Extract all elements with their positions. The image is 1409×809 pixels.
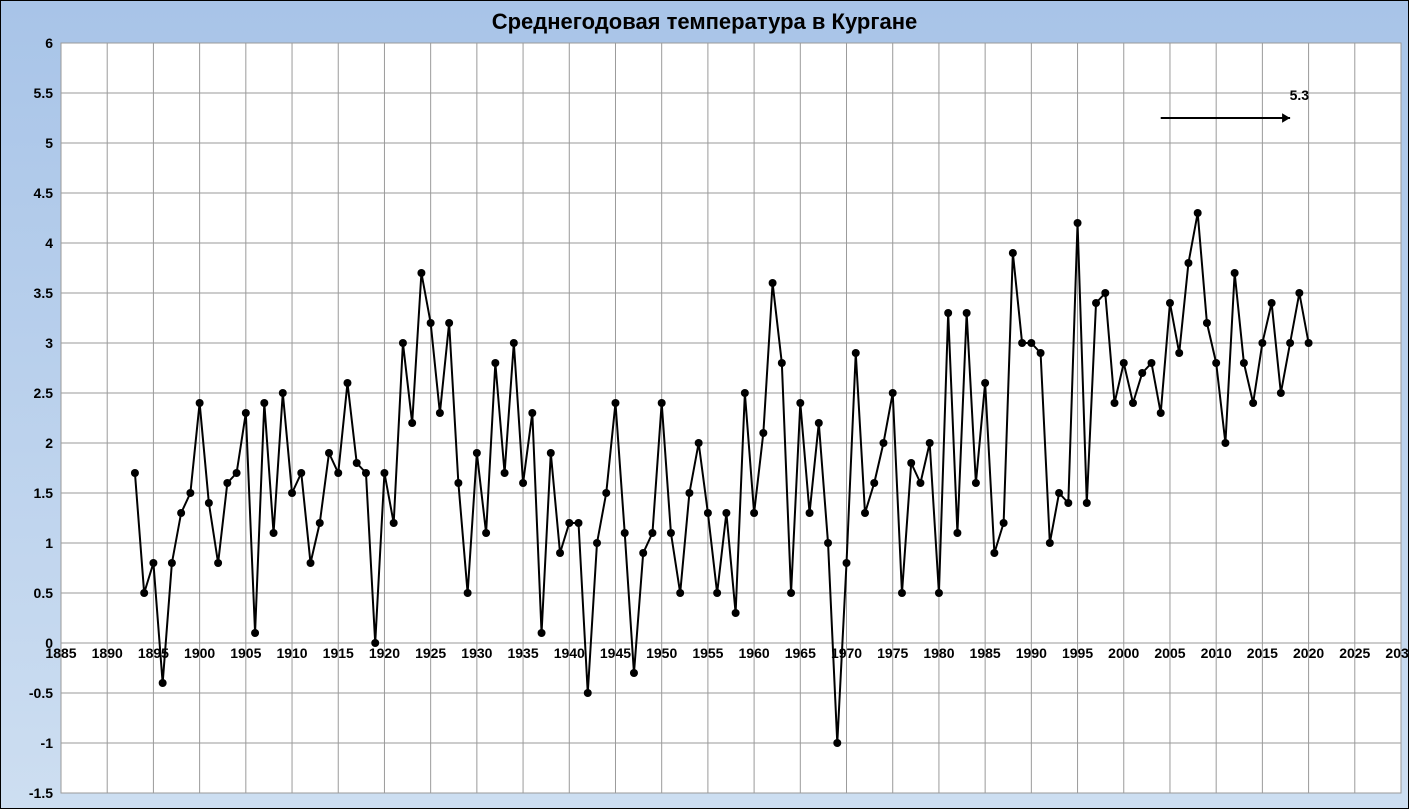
x-tick-label: 1915: [323, 645, 354, 661]
x-tick-label: 1995: [1062, 645, 1093, 661]
x-tick-label: 2010: [1201, 645, 1232, 661]
y-tick-label: -1: [41, 735, 61, 751]
y-tick-label: 4.5: [34, 185, 61, 201]
x-tick-label: 1965: [785, 645, 816, 661]
y-tick-label: 4: [45, 235, 61, 251]
x-tick-label: 1910: [276, 645, 307, 661]
x-tick-label: 2020: [1293, 645, 1324, 661]
x-tick-label: 1895: [138, 645, 169, 661]
x-tick-label: 1975: [877, 645, 908, 661]
x-tick-label: 1920: [369, 645, 400, 661]
y-tick-label: 6: [45, 35, 61, 51]
x-tick-label: 1985: [970, 645, 1001, 661]
y-tick-label: 1.5: [34, 485, 61, 501]
x-tick-label: 1890: [92, 645, 123, 661]
plot-area: -1.5-1-0.500.511.522.533.544.555.5618851…: [61, 43, 1401, 793]
y-tick-label: 5.5: [34, 85, 61, 101]
chart-frame: Среднегодовая температура в Кургане -1.5…: [0, 0, 1409, 809]
x-tick-label: 1940: [554, 645, 585, 661]
series-markers: [131, 209, 1313, 747]
y-tick-label: 2: [45, 435, 61, 451]
x-tick-label: 1950: [646, 645, 677, 661]
y-tick-label: -0.5: [29, 685, 61, 701]
grid: [61, 43, 1401, 793]
x-tick-label: 1955: [692, 645, 723, 661]
x-tick-label: 1885: [45, 645, 76, 661]
chart-title: Среднегодовая температура в Кургане: [1, 9, 1408, 35]
y-tick-label: 1: [45, 535, 61, 551]
x-tick-label: 1935: [507, 645, 538, 661]
x-tick-label: 1980: [923, 645, 954, 661]
y-tick-label: -1.5: [29, 785, 61, 801]
x-tick-label: 1990: [1016, 645, 1047, 661]
x-tick-label: 2015: [1247, 645, 1278, 661]
x-tick-label: 2030: [1385, 645, 1409, 661]
callout-arrow: [1161, 113, 1290, 123]
y-tick-label: 2.5: [34, 385, 61, 401]
x-tick-label: 1905: [230, 645, 261, 661]
x-tick-label: 2000: [1108, 645, 1139, 661]
x-tick-label: 2005: [1154, 645, 1185, 661]
x-tick-label: 1960: [739, 645, 770, 661]
plot-svg: [61, 43, 1401, 793]
x-tick-label: 1945: [600, 645, 631, 661]
x-tick-label: 1925: [415, 645, 446, 661]
x-tick-label: 1930: [461, 645, 492, 661]
x-tick-label: 1970: [831, 645, 862, 661]
y-tick-label: 5: [45, 135, 61, 151]
y-tick-label: 3.5: [34, 285, 61, 301]
x-tick-label: 2025: [1339, 645, 1370, 661]
y-tick-label: 3: [45, 335, 61, 351]
callout-label: 5.3: [1290, 87, 1309, 103]
x-tick-label: 1900: [184, 645, 215, 661]
y-tick-label: 0.5: [34, 585, 61, 601]
